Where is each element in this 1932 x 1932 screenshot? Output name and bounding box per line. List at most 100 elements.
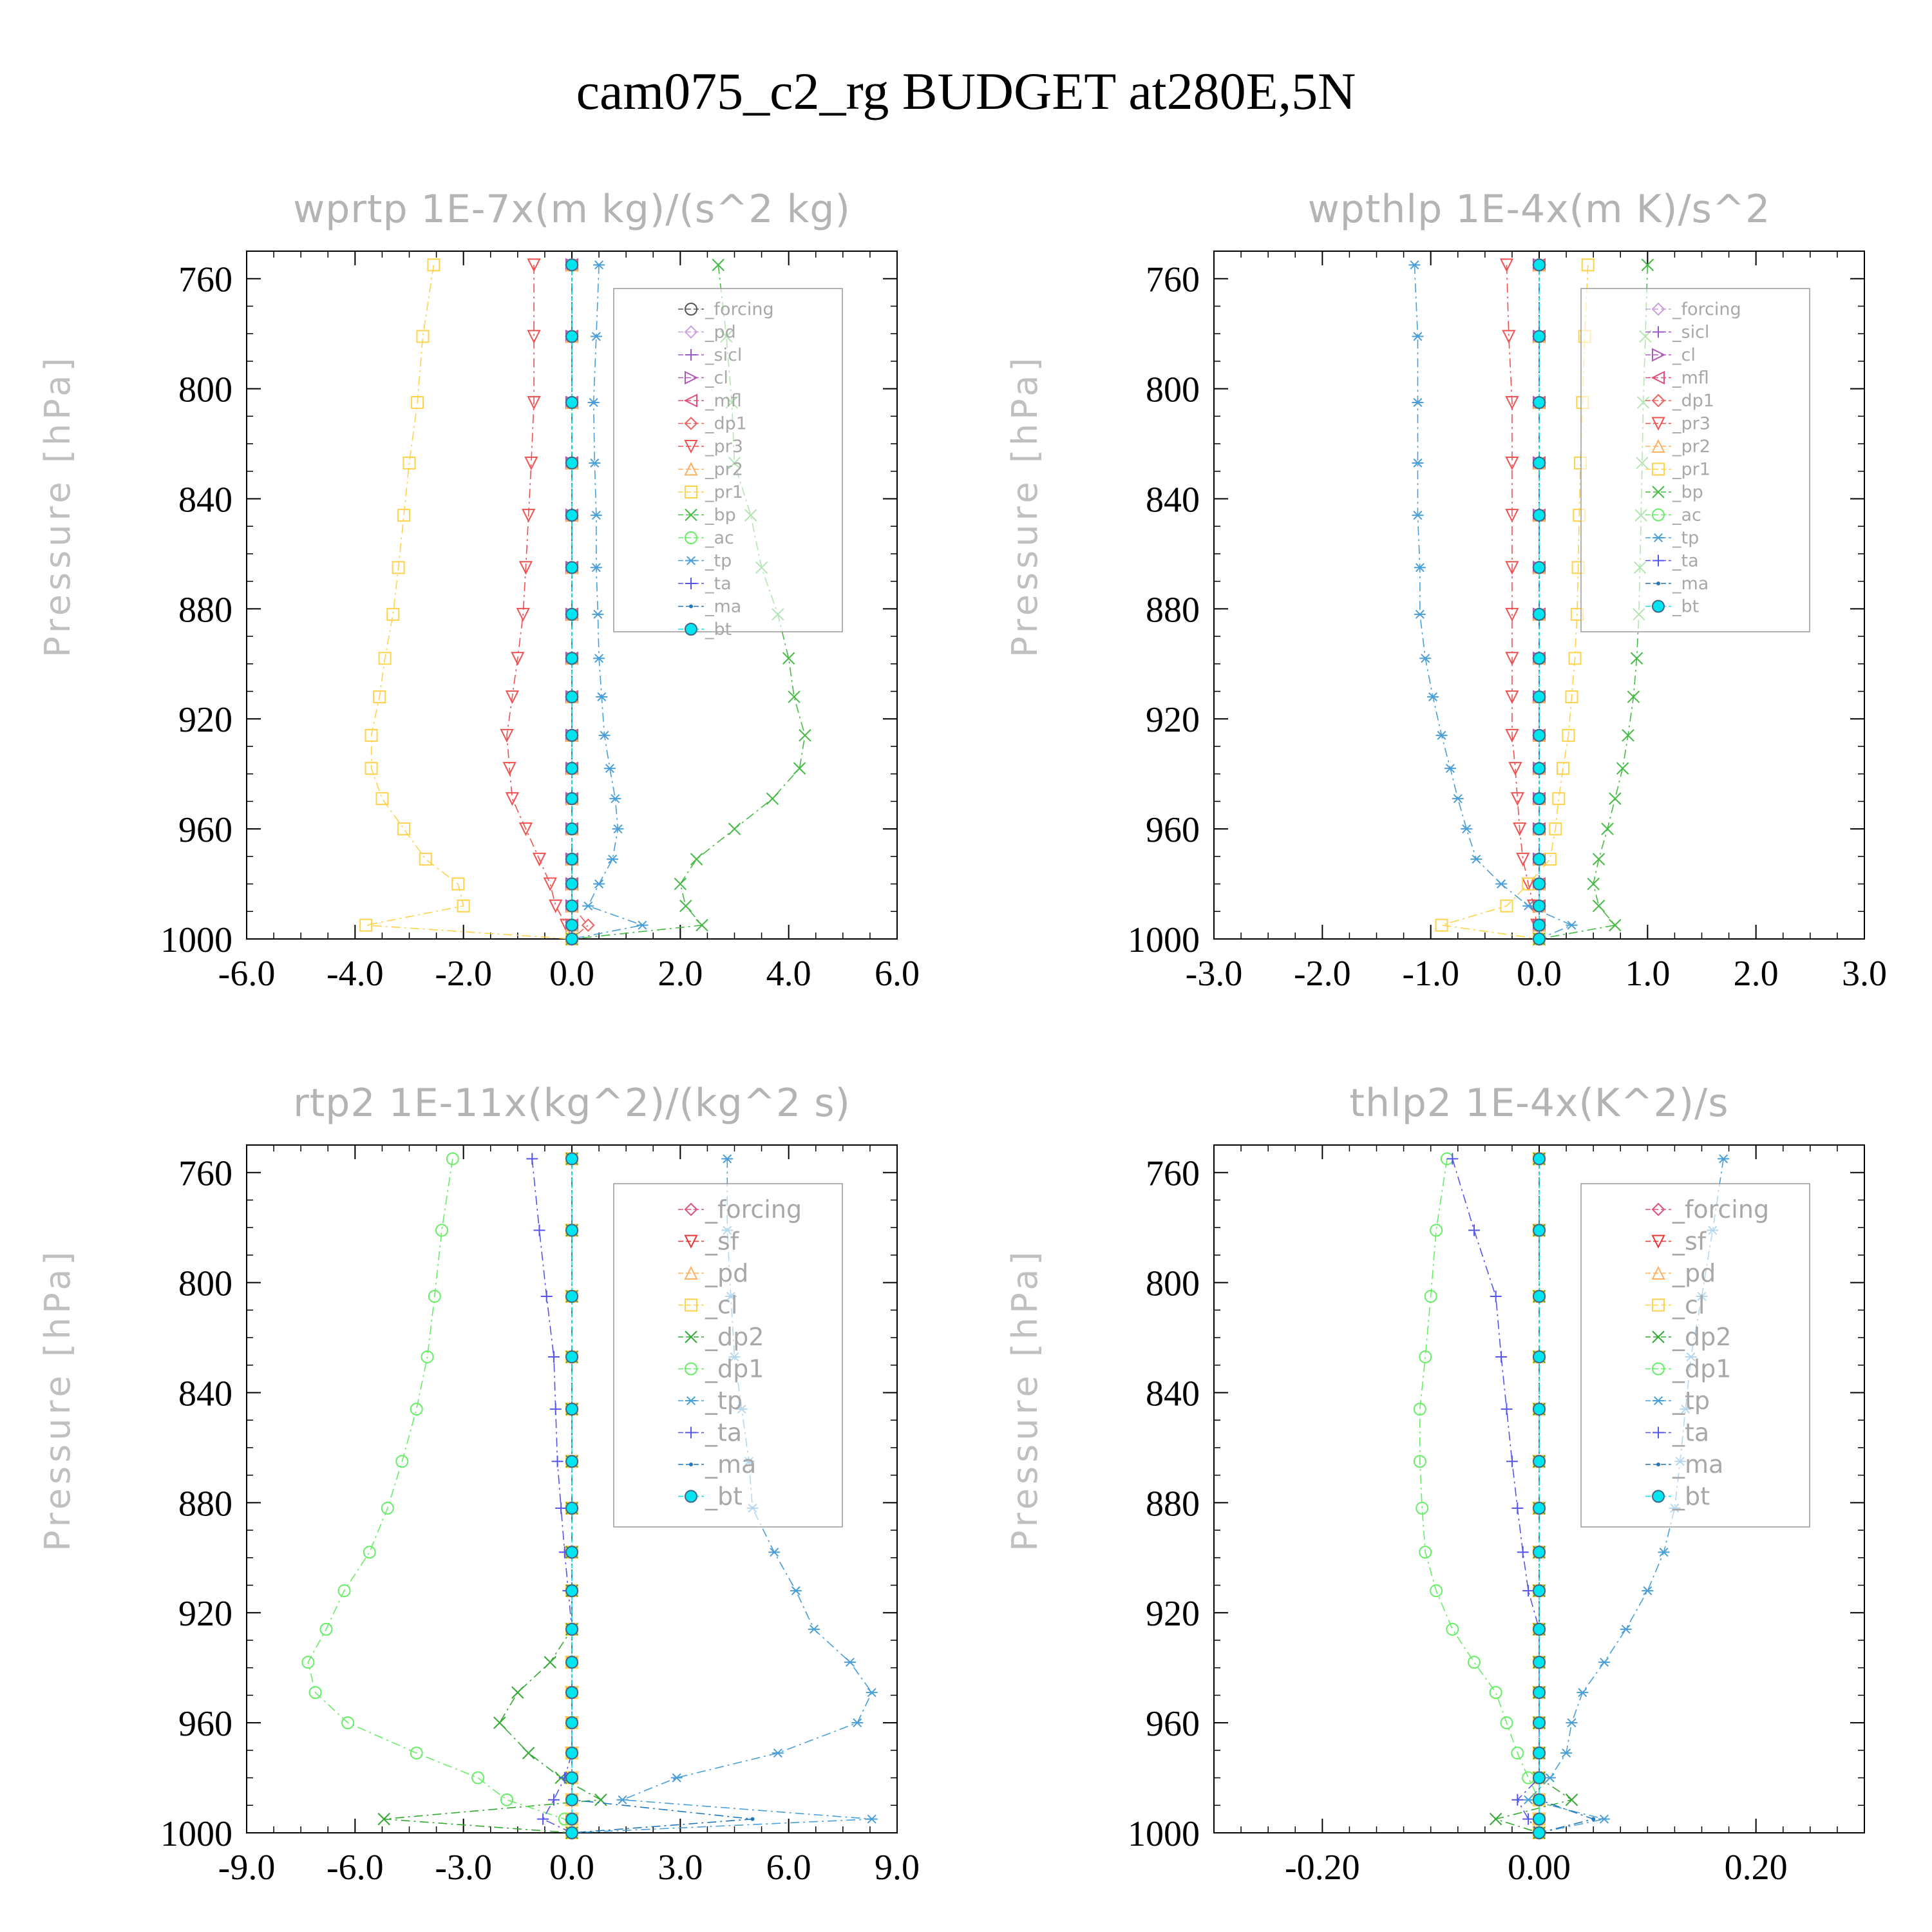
y-tick-label: 800 (1146, 370, 1200, 410)
data-point (1495, 879, 1508, 889)
legend-label: _ta (1672, 551, 1699, 571)
data-point (522, 509, 536, 523)
legend-marker (689, 604, 693, 609)
legend-marker (1653, 1426, 1664, 1439)
series-line (366, 265, 573, 940)
chart-panel-3: -9.0 -6.0 -3.0 0.0 3.0 6.0 9.0 760 800 840 880 920 9… (37, 1081, 920, 1888)
data-point (532, 853, 547, 867)
legend-marker (1656, 1463, 1660, 1466)
data-point (373, 690, 386, 704)
legend-marker (684, 462, 698, 476)
x-tick-label: 0.0 (549, 1848, 594, 1888)
data-point (565, 1771, 578, 1785)
data-point (565, 1793, 578, 1806)
data-point (1609, 918, 1622, 932)
series-dp1 (565, 258, 595, 946)
data-point (419, 853, 432, 866)
x-tick-label: -2.0 (1294, 954, 1351, 994)
data-point (1505, 728, 1519, 743)
data-point (527, 330, 541, 344)
data-point (551, 1455, 564, 1468)
legend-label: _ma (1672, 1450, 1723, 1479)
series-bt (1533, 258, 1546, 945)
data-point (381, 1501, 394, 1515)
data-point (516, 607, 530, 622)
legend-label: _cl (705, 1291, 737, 1320)
data-point (1560, 1748, 1573, 1758)
data-point (1413, 1455, 1426, 1468)
data-point (540, 1290, 553, 1302)
data-point (1533, 1403, 1546, 1416)
data-point (799, 729, 811, 742)
legend-label: _bt (705, 1482, 743, 1511)
data-point (782, 652, 795, 665)
y-tick-label: 1000 (160, 1814, 232, 1854)
data-point (1430, 1224, 1443, 1237)
y-tick-label: 880 (1146, 590, 1200, 630)
series-pr1 (359, 258, 578, 945)
series-line (1493, 1159, 1573, 1833)
data-point (543, 877, 557, 891)
legend-marker (1652, 348, 1666, 362)
legend-label: _ac (705, 528, 734, 548)
data-point (1533, 899, 1546, 913)
y-tick-label: 800 (1146, 1264, 1200, 1304)
legend-label: _sicl (1672, 323, 1709, 343)
data-point (1413, 1403, 1426, 1416)
legend-marker (1651, 370, 1665, 385)
data-point (565, 792, 578, 806)
x-tick-label: 1.0 (1625, 954, 1670, 994)
data-point (319, 1622, 333, 1636)
legend-label: _forcing (705, 1195, 802, 1224)
legend-label: _forcing (1672, 1195, 1769, 1224)
data-point (1557, 762, 1570, 775)
y-tick-label: 920 (178, 1594, 232, 1634)
legend-label: _dp1 (1672, 1355, 1731, 1383)
data-point (750, 1817, 755, 1821)
legend-label: _cl (1672, 1291, 1705, 1320)
data-point (1533, 1747, 1546, 1760)
legend-marker (684, 440, 698, 454)
y-tick-label: 760 (1146, 260, 1200, 300)
panel-title: rtp2 1E-11x(kg^2)/(kg^2 s) (293, 1081, 851, 1126)
data-point (1502, 330, 1516, 344)
data-point (596, 692, 608, 702)
x-tick-label: 0.20 (1725, 1848, 1788, 1888)
data-point (593, 879, 605, 889)
legend-marker (1651, 417, 1665, 431)
data-point (565, 1716, 578, 1730)
data-point (1414, 609, 1426, 619)
data-point (565, 258, 578, 272)
data-point (1581, 258, 1595, 272)
series-line (531, 1159, 573, 1833)
x-tick-label: 3.0 (1842, 954, 1887, 994)
data-point (712, 258, 724, 272)
data-point (1511, 1747, 1524, 1760)
legend-label: _dp2 (1672, 1323, 1731, 1351)
series-pr1 (1435, 258, 1595, 945)
data-point (533, 1224, 545, 1236)
y-tick-label: 960 (1146, 810, 1200, 850)
legend-marker (1652, 1490, 1665, 1503)
data-point (524, 456, 538, 471)
legend-marker (1653, 533, 1664, 543)
series-line (571, 265, 645, 940)
data-point (359, 918, 373, 932)
data-point (565, 1584, 578, 1598)
data-point (674, 877, 687, 891)
data-point (1533, 1350, 1546, 1363)
legend-label: _mfl (705, 391, 742, 411)
legend-marker (685, 1490, 697, 1503)
legend-label: _bt (1672, 1482, 1710, 1511)
data-point (565, 1622, 578, 1636)
y-tick-label: 760 (1146, 1154, 1200, 1194)
data-point (1430, 1584, 1443, 1598)
legend-label: _pd (705, 1259, 748, 1287)
data-point (1516, 853, 1530, 867)
data-point (1435, 730, 1448, 740)
legend-marker (1651, 1202, 1665, 1217)
legend: _forcing _pd_sicl _cl _mfl _dp1 _pr3 _pr2_pr1 _… (613, 288, 843, 639)
data-point (428, 1289, 441, 1303)
data-point (565, 1501, 578, 1515)
data-point (565, 1826, 578, 1839)
